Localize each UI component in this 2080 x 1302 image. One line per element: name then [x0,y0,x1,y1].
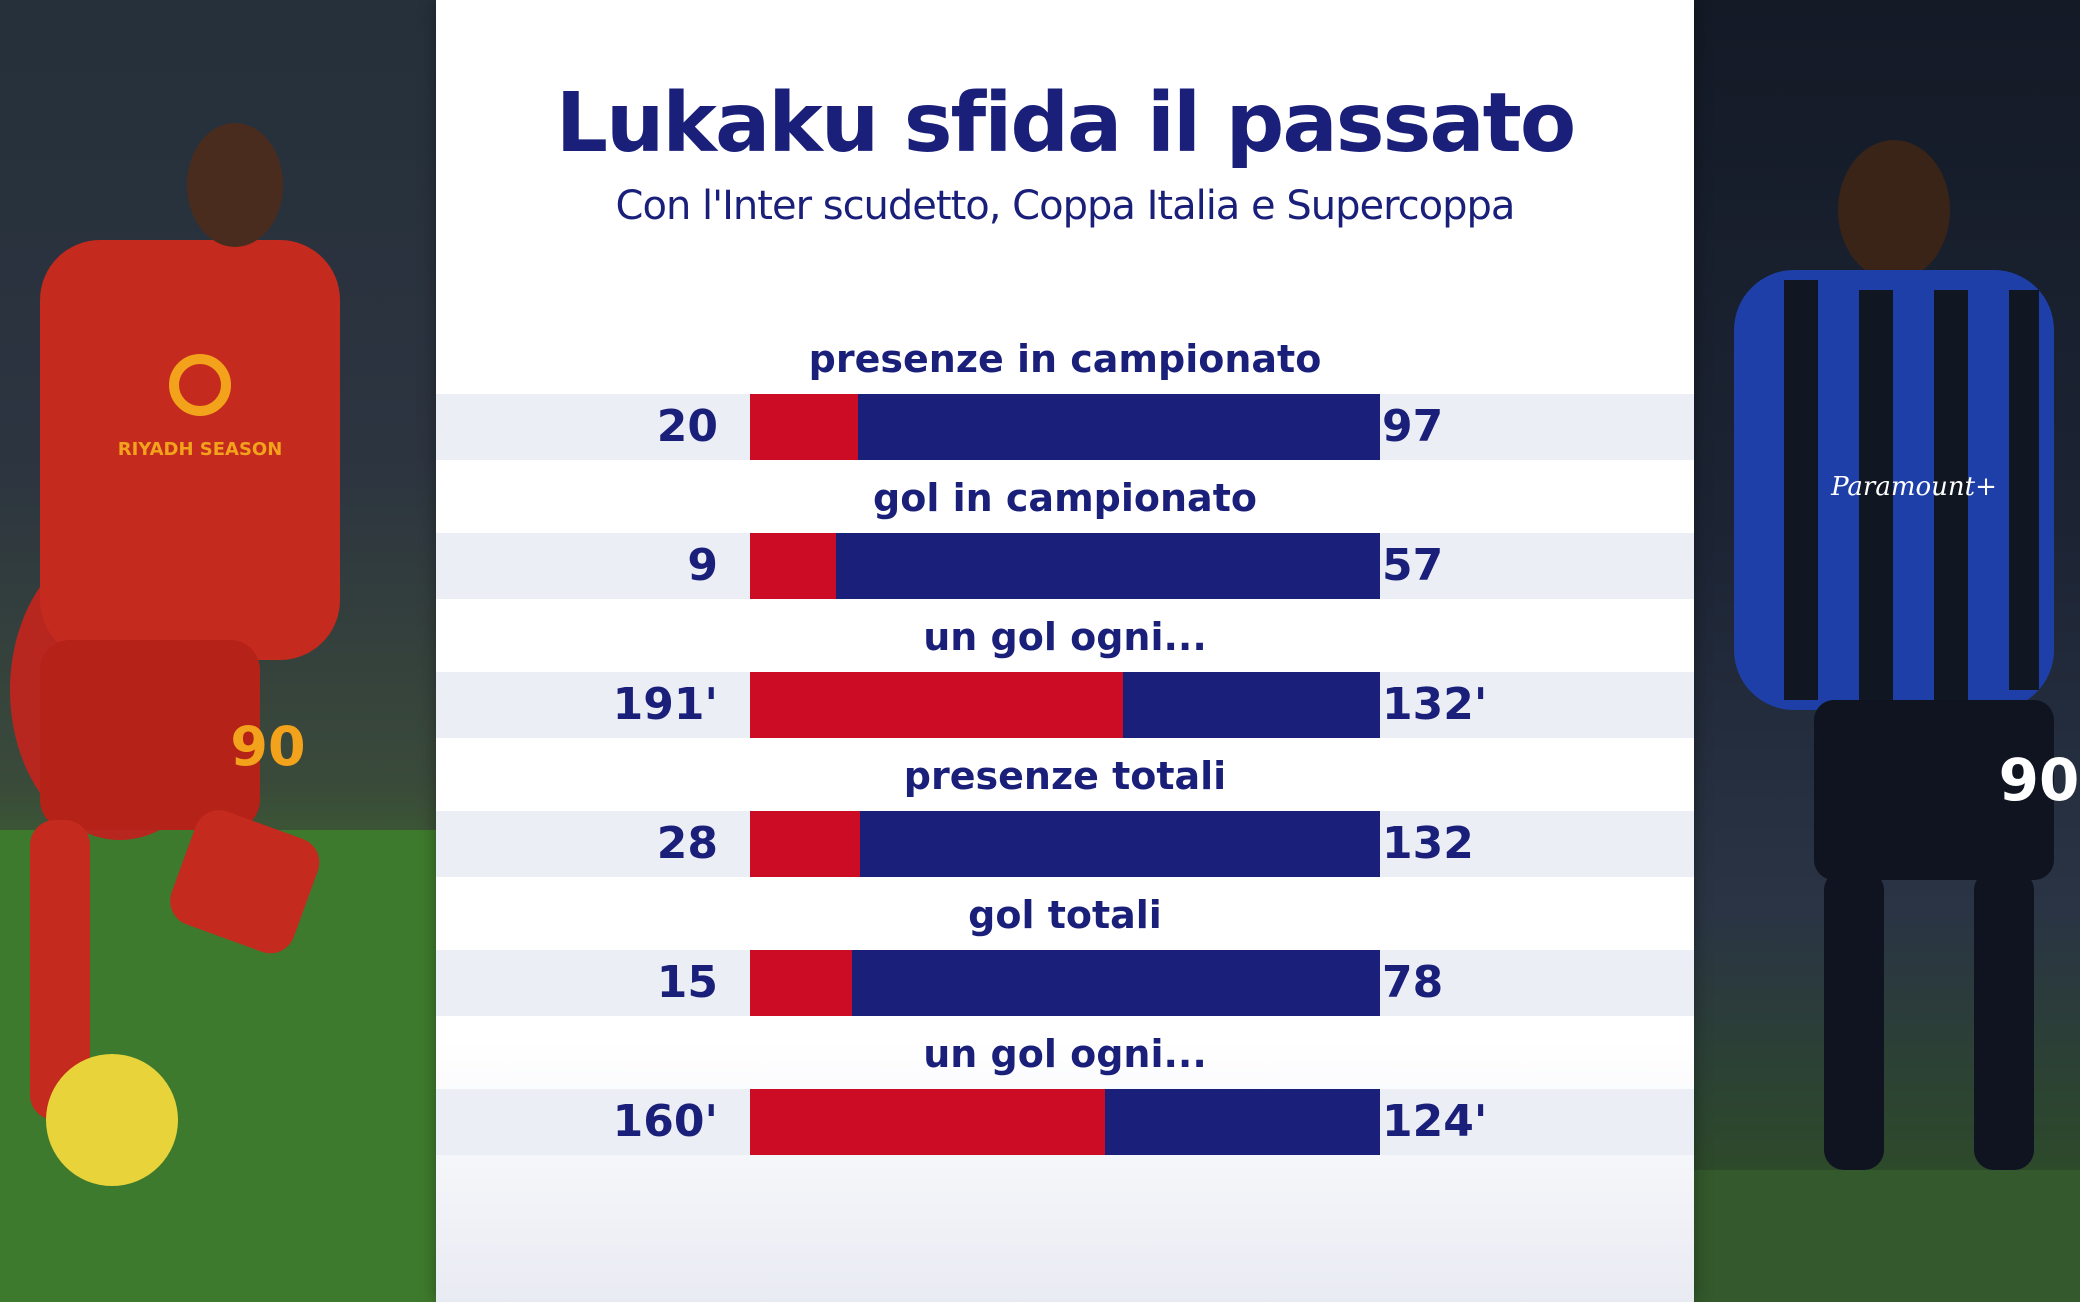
inter-player-icon: Paramount+ 90 [1694,140,2080,1302]
stat-label: presenze in campionato [808,337,1322,381]
stat-row: 191' 132' [436,672,1694,738]
left-bar-segment [750,672,1123,738]
right-value: 124' [1382,1096,1488,1147]
stat-row: 9 57 [436,533,1694,599]
left-bar-segment [750,811,860,877]
right-value: 57 [1382,540,1444,591]
svg-text:90: 90 [230,715,305,778]
stat-row: 15 78 [436,950,1694,1016]
stat-bar [750,394,1380,460]
comparison-chart: presenze in campionato 20 97 gol in campion… [436,0,1694,1302]
stats-panel: Lukaku sfida il passato Con l'Inter scud… [436,0,1694,1302]
stat-row: 20 97 [436,394,1694,460]
svg-text:RIYADH SEASON: RIYADH SEASON [118,439,283,460]
left-bar-segment [750,1089,1105,1155]
player-photo-inter: Paramount+ 90 [1694,0,2080,1302]
left-value: 15 [656,957,718,1008]
stat-bar [750,533,1380,599]
left-value: 20 [656,401,718,452]
right-value: 97 [1382,401,1444,452]
svg-text:90: 90 [1999,746,2080,814]
player-photo-roma: RIYADH SEASON 90 [0,0,436,1302]
stat-row: 28 132 [436,811,1694,877]
page-subtitle: Con l'Inter scudetto, Coppa Italia e Sup… [615,183,1516,229]
right-value: 132' [1382,679,1488,730]
stat-bar [750,1089,1380,1155]
left-bar-segment [750,533,836,599]
stat-bar [750,811,1380,877]
stat-label: un gol ogni... [923,1032,1207,1076]
left-value: 160' [612,1096,718,1147]
left-value: 191' [612,679,718,730]
stat-label: gol in campionato [873,476,1257,520]
left-value: 28 [656,818,718,869]
left-bar-segment [750,394,858,460]
right-value: 78 [1382,957,1444,1008]
right-value: 132 [1382,818,1474,869]
svg-text:Paramount+: Paramount+ [1830,472,1997,502]
stat-label: un gol ogni... [923,615,1207,659]
left-bar-segment [750,950,852,1016]
stat-bar [750,672,1380,738]
stat-label: gol totali [968,893,1162,937]
left-value: 9 [687,540,718,591]
roma-player-icon: RIYADH SEASON 90 [0,123,436,1302]
stat-row: 160' 124' [436,1089,1694,1155]
stat-label: presenze totali [903,754,1227,798]
stat-bar [750,950,1380,1016]
page-title: Lukaku sfida il passato [555,76,1576,171]
